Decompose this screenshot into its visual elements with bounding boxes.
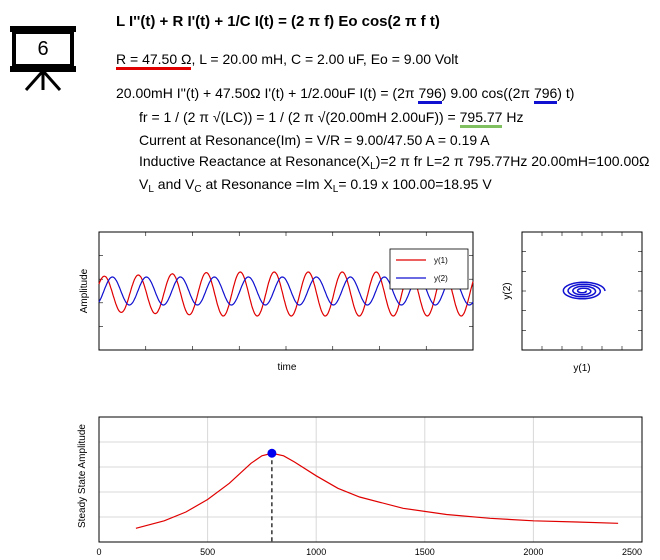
v-suffix: = 0.19 x 100.00=18.95 V — [338, 176, 492, 192]
v-sub-c: C — [194, 184, 202, 195]
phase-plot-ticks — [522, 232, 642, 350]
ode-prefix: 20.00mH I''(t) + 47.50Ω I'(t) + 1/2.00uF… — [116, 85, 419, 101]
x-tick-label: 2000 — [523, 547, 543, 557]
v-sub-l: L — [148, 184, 154, 195]
resistance-value[interactable]: R = 47.50 Ω — [116, 51, 192, 70]
frequency-value-1[interactable]: 796 — [418, 85, 442, 104]
v-sub-xl: L — [332, 184, 339, 195]
phase-plot-ylabel: y(2) — [502, 282, 513, 299]
time-plot-xlabel: time — [278, 362, 297, 373]
time-plot-ylabel: Amplitude — [79, 268, 90, 313]
xl-suffix: )=2 π fr L=2 π 795.77Hz 20.00mH=100.00Ω — [375, 153, 650, 169]
other-params: , L = 20.00 mH, C = 2.00 uF, Eo = 9.00 V… — [191, 51, 459, 67]
xl-prefix: Inductive Reactance at Resonance(X — [139, 153, 371, 169]
frequency-response-chart[interactable]: 0 500 1000 1500 2000 2500 Steady State Amplit… — [70, 410, 660, 560]
amplitude-curve — [135, 452, 619, 529]
fr-prefix: fr = 1 / (2 π √(LC)) = 1 / (2 π √(20.00m… — [139, 109, 460, 125]
chart-grid — [99, 417, 642, 542]
time-plot[interactable]: y(1) y(2) time Amplitude — [70, 225, 480, 375]
phase-spiral-line — [562, 281, 606, 300]
equation-title: L I''(t) + R I'(t) + 1/C I(t) = (2 π f) … — [116, 13, 440, 30]
presentation-board-icon — [10, 26, 76, 91]
x-tick-label: 2500 — [622, 547, 642, 557]
chart-frame — [98, 416, 643, 543]
phase-plot-frame — [521, 231, 643, 351]
resonance-point[interactable] — [267, 448, 277, 458]
ode-mid: ) 9.00 cos((2π — [441, 85, 534, 101]
slide-board-icon[interactable]: 6 — [8, 24, 78, 94]
x-tick-label: 500 — [200, 547, 215, 557]
ode-line: 20.00mH I''(t) + 47.50Ω I'(t) + 1/2.00uF… — [116, 84, 575, 104]
slide-number: 6 — [37, 38, 49, 60]
voltage-line: VL and VC at Resonance =Im XL= 0.19 x 10… — [139, 175, 492, 199]
frequency-value-2[interactable]: 796 — [533, 85, 558, 104]
v-and: and V — [153, 176, 195, 192]
resonance-current-line: Current at Resonance(Im) = V/R = 9.00/47… — [139, 132, 490, 148]
resonant-frequency-value[interactable]: 795.77 — [459, 109, 503, 128]
inductive-reactance-line: Inductive Reactance at Resonance(XL)=2 π… — [139, 152, 649, 176]
time-plot-ticks — [99, 232, 473, 350]
x-tick-label: 1500 — [415, 547, 435, 557]
x-tick-label: 0 — [96, 547, 101, 557]
ode-suffix: ) t) — [557, 85, 575, 101]
resonant-frequency-line: fr = 1 / (2 π √(LC)) = 1 / (2 π √(20.00m… — [139, 108, 524, 128]
time-plot-legend: y(1) y(2) — [389, 248, 469, 290]
legend-label-y2: y(2) — [434, 274, 448, 283]
fr-unit: Hz — [502, 109, 524, 125]
chart-ylabel: Steady State Amplitude — [77, 424, 88, 528]
phase-plot-xlabel: y(1) — [573, 363, 590, 374]
v-mid: at Resonance =Im X — [201, 176, 333, 192]
legend-label-y1: y(1) — [434, 256, 448, 265]
x-tick-label: 1000 — [306, 547, 326, 557]
v-prefix: V — [139, 176, 149, 192]
phase-plot[interactable]: y(1) y(2) — [495, 225, 655, 375]
parameters-line: R = 47.50 Ω, L = 20.00 mH, C = 2.00 uF, … — [116, 50, 459, 70]
xl-sub: L — [370, 161, 376, 172]
